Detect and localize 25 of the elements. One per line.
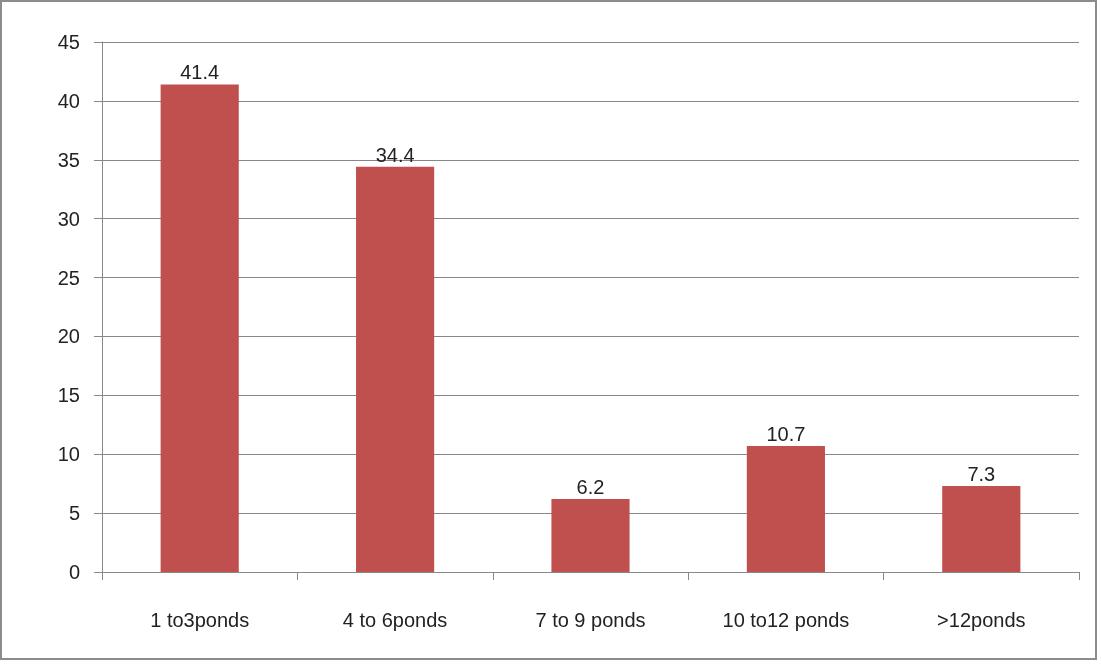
data-label: 41.4 bbox=[180, 61, 220, 84]
data-label: 7.3 bbox=[967, 463, 996, 486]
y-tick-label: 0 bbox=[68, 561, 80, 583]
bar bbox=[942, 486, 1021, 572]
y-tick-label: 15 bbox=[57, 384, 80, 407]
y-tick-label: 25 bbox=[57, 266, 80, 289]
y-tick-label: 10 bbox=[57, 443, 80, 466]
data-label: 34.4 bbox=[375, 143, 415, 166]
data-label: 10.7 bbox=[766, 422, 806, 445]
bar bbox=[356, 166, 435, 572]
y-tick-label: 35 bbox=[57, 148, 80, 171]
bar bbox=[160, 84, 239, 572]
y-tick-label: 20 bbox=[57, 325, 80, 348]
y-tick-label: 40 bbox=[57, 89, 80, 112]
x-tick-label: 7 to 9 ponds bbox=[535, 609, 646, 631]
data-label: 6.2 bbox=[576, 475, 605, 498]
x-tick-label: 4 to 6ponds bbox=[342, 609, 448, 631]
x-tick-label: 1 to3ponds bbox=[150, 609, 250, 631]
y-tick-label: 5 bbox=[68, 502, 80, 525]
x-tick-label: >12ponds bbox=[937, 609, 1026, 631]
bar bbox=[551, 498, 630, 572]
y-tick-label: 30 bbox=[57, 207, 80, 230]
x-tick-label: 10 to12 ponds bbox=[722, 609, 850, 631]
bar bbox=[746, 445, 825, 572]
y-tick-label: 45 bbox=[57, 31, 80, 53]
